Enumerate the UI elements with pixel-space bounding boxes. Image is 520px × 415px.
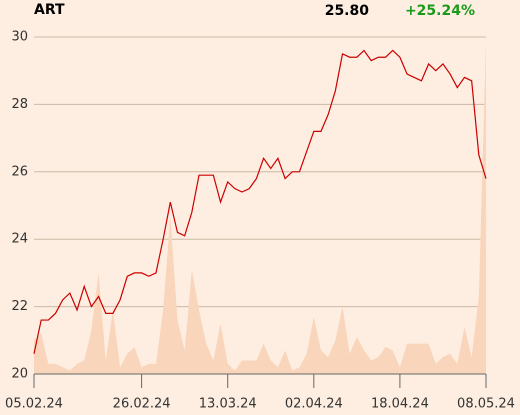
x-tick-label: 18.04.24	[371, 397, 429, 412]
x-tick-label: 02.04.24	[285, 397, 343, 412]
y-tick-label: 20	[11, 367, 28, 382]
y-tick-label: 24	[11, 232, 28, 247]
x-tick-label: 13.03.24	[199, 397, 257, 412]
ticker: ART	[34, 2, 65, 18]
price: 25.80	[325, 3, 370, 19]
y-tick-label: 22	[11, 299, 28, 314]
y-tick-label: 26	[11, 164, 28, 179]
x-tick-label: 26.02.24	[113, 397, 171, 412]
y-tick-label: 28	[11, 97, 28, 112]
volume-area	[34, 40, 486, 375]
x-tick-label: 05.02.24	[5, 397, 63, 412]
change: +25.24%	[405, 3, 475, 19]
price-line	[33, 49, 487, 354]
y-tick-label: 30	[11, 30, 28, 45]
x-tick-label: 08.05.24	[457, 397, 515, 412]
